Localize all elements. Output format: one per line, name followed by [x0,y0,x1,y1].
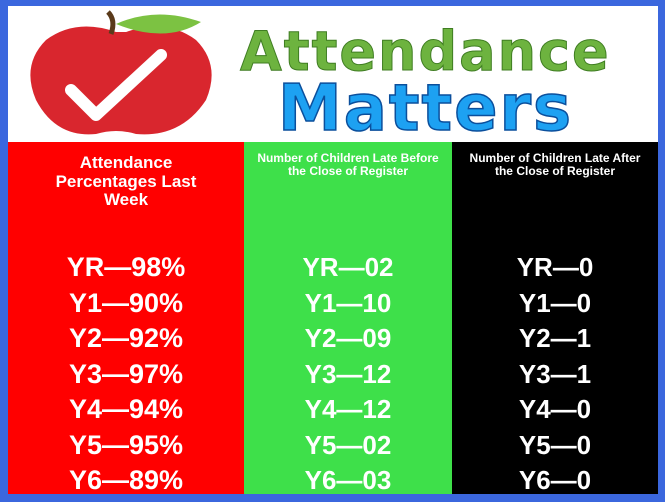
item: YR—02 [302,252,394,282]
item: Y5—02 [304,429,392,460]
column: Number of Children Late After the Close … [452,142,658,495]
column: Attendance Percentages Last Week YR—98% Y1… [8,142,244,495]
item: Y3—97% [68,358,184,389]
item: Y6—0 [518,465,592,495]
item: Y6—89% [68,465,184,495]
column-heading: Attendance Percentages Last Week [55,153,197,210]
item: Y4—12 [304,394,392,424]
item: YR—0 [516,252,594,282]
title-line: Matters [277,71,574,147]
item: Y1—90% [68,287,184,318]
item: YR—98% [66,252,186,282]
item: Y4—0 [518,394,592,424]
item: Y1—0 [518,287,592,318]
header: Attendance Matters [8,6,658,147]
item: Y2—1 [518,323,592,353]
item-list: YR—02 Y1—10 Y2—09 Y3—12 Y4—12 Y5—02 Y6—03 [244,250,452,499]
item: Y1—10 [304,287,392,318]
item: Y6—03 [304,465,392,495]
column-heading: Number of Children Late Before the Close… [257,151,439,178]
item-list: YR—0 Y1—0 Y2—1 Y3—1 Y4—0 Y5—0 Y6—0 [452,250,658,499]
title-line: Attendance [240,20,611,84]
apple-icon [30,10,212,135]
item: Y5—0 [518,429,592,460]
item: Y3—12 [304,358,392,389]
column: Number of Children Late Before the Close… [244,142,452,495]
item: Y3—1 [518,358,592,389]
item: Y2—09 [304,323,392,353]
item: Y5—95% [68,429,184,460]
item: Y4—94% [68,394,184,424]
item-list: YR—98% Y1—90% Y2—92% Y3—97% Y4—94% Y5—95% Y6—8… [8,250,244,499]
column-heading: Number of Children Late After the Close … [469,151,641,178]
item: Y2—92% [68,323,184,353]
